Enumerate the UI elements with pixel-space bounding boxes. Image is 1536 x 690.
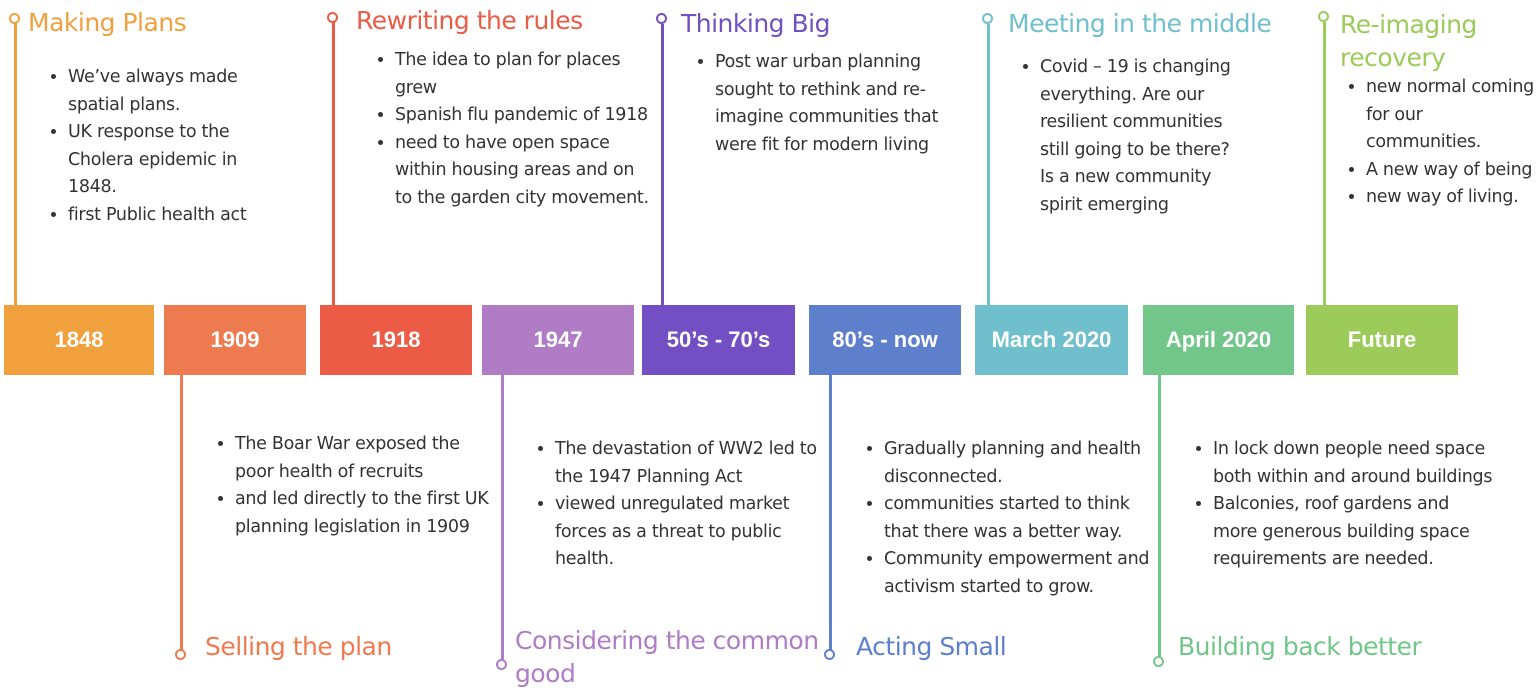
note-item: and led directly to the first UK plannin… <box>235 486 495 541</box>
note-item: new way of living. <box>1366 184 1536 212</box>
stem-march-2020 <box>987 24 990 306</box>
year-block-1918: 1918 <box>320 305 472 375</box>
dot-50s-70s <box>656 13 667 24</box>
year-block-future: Future <box>1306 305 1458 375</box>
note-item: viewed unregulated market forces as a th… <box>555 491 840 574</box>
notes-future: new normal coming for our communities. A… <box>1346 74 1536 212</box>
year-block-april-2020: April 2020 <box>1143 305 1294 375</box>
year-block-80s-now: 80’s - now <box>809 305 961 375</box>
note-item: Balconies, roof gardens and more generou… <box>1213 491 1493 574</box>
year-block-50s-70s: 50’s - 70’s <box>642 305 795 375</box>
stem-1909 <box>180 375 183 650</box>
stem-1848 <box>14 22 17 306</box>
dot-1918 <box>327 12 338 23</box>
note-item: In lock down people need space both with… <box>1213 436 1493 491</box>
stem-april-2020 <box>1158 375 1161 657</box>
note-item: Community empowerment and activism start… <box>884 546 1164 601</box>
notes-april-2020: In lock down people need space both with… <box>1193 436 1493 574</box>
dot-1909 <box>175 649 186 660</box>
year-block-1909: 1909 <box>164 305 306 375</box>
dot-future <box>1318 11 1329 22</box>
heading-thinking-big: Thinking Big <box>681 9 830 38</box>
dot-march-2020 <box>982 13 993 24</box>
stem-future <box>1323 22 1326 306</box>
note-item: The Boar War exposed the poor health of … <box>235 431 495 486</box>
note-item: communities started to think that there … <box>884 491 1164 546</box>
note-item: The idea to plan for places grew <box>395 47 650 102</box>
note-item: Covid – 19 is changing everything. Are o… <box>1040 54 1245 219</box>
stem-1947 <box>501 375 504 660</box>
note-item: Post war urban planning sought to rethin… <box>715 49 960 159</box>
year-block-1947: 1947 <box>482 305 634 375</box>
note-item: first Public health act <box>68 202 268 230</box>
note-item: need to have open space within housing a… <box>395 130 650 213</box>
heading-re-imaging-recovery: Re-imaging recovery <box>1340 10 1477 72</box>
heading-considering-the-common-good: Considering the common good <box>515 626 819 688</box>
notes-50s-70s: Post war urban planning sought to rethin… <box>695 49 960 159</box>
notes-1947: The devastation of WW2 led to the 1947 P… <box>535 436 840 574</box>
dot-1848 <box>9 13 20 24</box>
heading-acting-small: Acting Small <box>856 632 1007 661</box>
notes-1848: We’ve always made spatial plans. UK resp… <box>48 64 268 229</box>
dot-april-2020 <box>1153 656 1164 667</box>
note-item: The devastation of WW2 led to the 1947 P… <box>555 436 840 491</box>
heading-selling-the-plan: Selling the plan <box>205 632 392 661</box>
year-block-march-2020: March 2020 <box>975 305 1128 375</box>
dot-1947 <box>496 659 507 670</box>
notes-80s-now: Gradually planning and health disconnect… <box>864 436 1164 601</box>
notes-march-2020: Covid – 19 is changing everything. Are o… <box>1020 54 1245 219</box>
stem-1918 <box>332 22 335 306</box>
heading-building-back-better: Building back better <box>1178 632 1422 661</box>
heading-rewriting-the-rules: Rewriting the rules <box>356 6 583 35</box>
note-item: Gradually planning and health disconnect… <box>884 436 1164 491</box>
heading-meeting-in-the-middle: Meeting in the middle <box>1008 9 1272 38</box>
heading-making-plans: Making Plans <box>28 8 187 37</box>
stem-80s-now <box>829 375 832 650</box>
stem-50s-70s <box>661 24 664 306</box>
note-item: A new way of being <box>1366 157 1536 185</box>
note-item: UK response to the Cholera epidemic in 1… <box>68 119 268 202</box>
note-item: We’ve always made spatial plans. <box>68 64 268 119</box>
note-item: Spanish flu pandemic of 1918 <box>395 102 650 130</box>
note-item: new normal coming for our communities. <box>1366 74 1536 157</box>
notes-1909: The Boar War exposed the poor health of … <box>215 431 495 541</box>
notes-1918: The idea to plan for places grew Spanish… <box>375 47 650 212</box>
dot-80s-now <box>824 649 835 660</box>
year-block-1848: 1848 <box>4 305 154 375</box>
